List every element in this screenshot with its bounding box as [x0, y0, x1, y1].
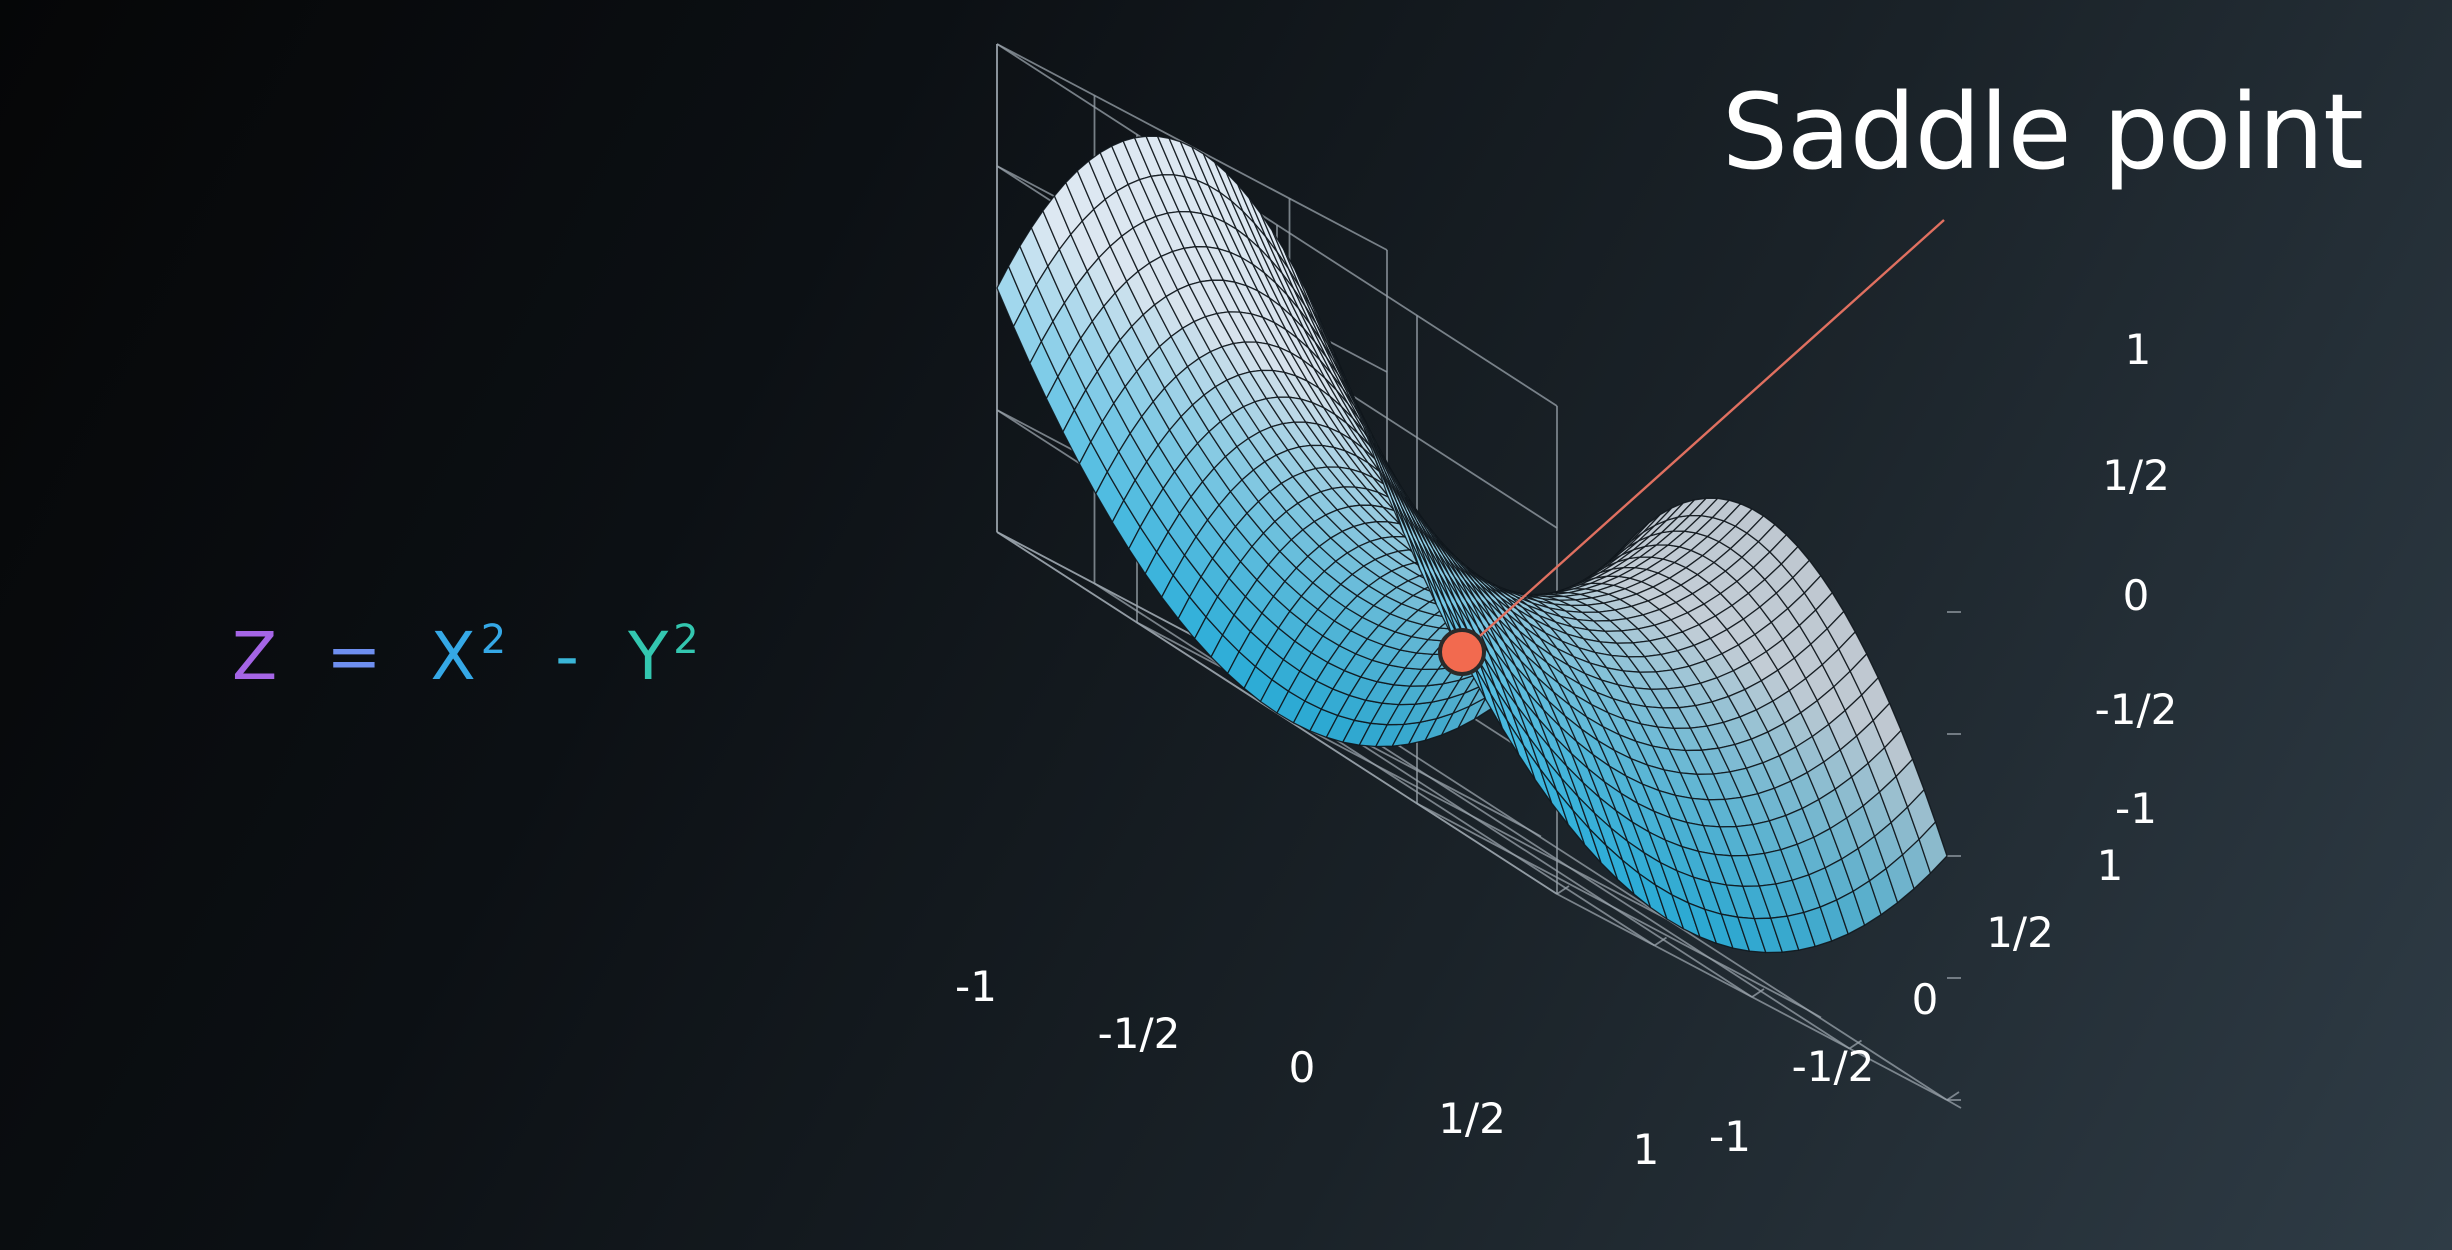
surface-mesh-cell	[1918, 821, 1948, 874]
side-wall-gridline	[996, 43, 1558, 407]
equation-z: Z	[232, 618, 279, 695]
y-tick-label: 1	[2097, 841, 2124, 890]
equation-equals: =	[326, 618, 383, 695]
y-tick-mark	[1751, 988, 1765, 998]
x-tick-label: -1	[955, 962, 997, 1011]
equation-minus: -	[555, 618, 580, 695]
x-tick-mark	[1526, 827, 1542, 838]
x-tick-mark	[1806, 1008, 1822, 1019]
z-tick-label: 1	[2125, 325, 2152, 374]
z-tick-label: 1/2	[2102, 451, 2170, 500]
z-tick-label: -1/2	[2095, 685, 2178, 734]
y-tick-mark	[1849, 1039, 1862, 1050]
y-tick-label: 1/2	[1986, 908, 2054, 957]
y-tick-mark	[1946, 1091, 1960, 1101]
equation-x-exponent: 2	[480, 617, 508, 663]
saddle-point-leader-line	[1461, 219, 1945, 653]
y-tick-mark	[1556, 885, 1570, 895]
equation-y-base: Y	[627, 618, 670, 695]
y-tick-label: -1	[1709, 1112, 1751, 1161]
z-tick-label: 0	[2123, 571, 2150, 620]
saddle-surface	[996, 135, 1948, 954]
equation-x-base: X	[430, 618, 477, 695]
x-tick-label: 0	[1289, 1043, 1316, 1092]
x-tick-label: -1/2	[1098, 1009, 1181, 1058]
z-tick-label: -1	[2115, 784, 2157, 833]
saddle-point-label: Saddle point	[1722, 71, 2364, 193]
x-tick-label: 1	[1633, 1125, 1660, 1174]
saddle-point-marker	[1438, 628, 1486, 676]
x-tick-mark	[1946, 1099, 1962, 1109]
y-tick-mark	[1654, 936, 1667, 947]
x-tick-label: 1/2	[1438, 1094, 1506, 1143]
equation-y-exponent: 2	[673, 617, 700, 663]
y-tick-label: 0	[1912, 975, 1939, 1024]
y-tick-label: -1/2	[1792, 1042, 1875, 1091]
axis-tick-labels: -1 -1/2 0 1/2 1 -1 -1/2 0 1/2 1 1 1/2 0 -1/2 -1	[955, 325, 2177, 1174]
saddle-point-annotation	[1438, 219, 1945, 676]
